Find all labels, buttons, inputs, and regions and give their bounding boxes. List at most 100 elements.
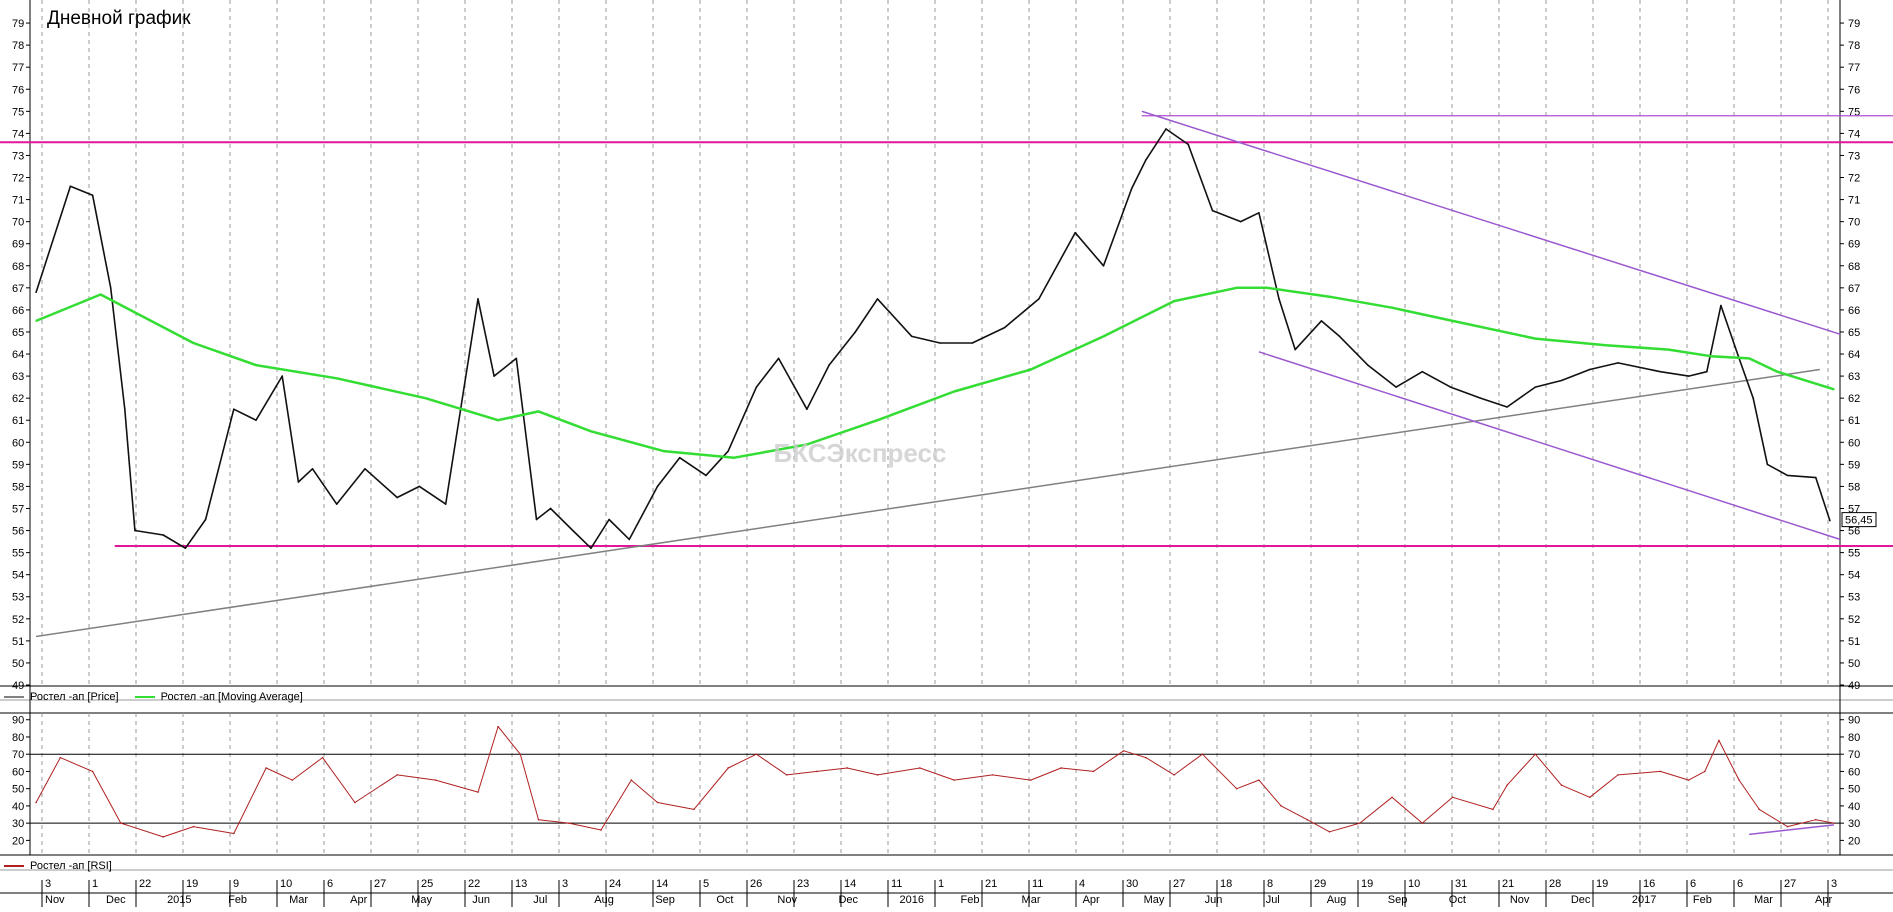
y-tick-label-left: 77 — [12, 62, 24, 74]
x-month-label: Apr — [1083, 894, 1100, 906]
y-tick-label-left: 74 — [12, 128, 24, 140]
trend-line — [35, 368, 1820, 638]
price-point — [1766, 463, 1769, 466]
x-day-label: 27 — [374, 878, 386, 890]
x-day-label: 19 — [186, 878, 198, 890]
x-day-label: 14 — [656, 878, 668, 890]
price-point — [1145, 159, 1147, 161]
y-tick-label-right: 80 — [1848, 732, 1860, 744]
x-month-label: Feb — [228, 894, 247, 906]
moving-average-point — [424, 397, 427, 399]
rsi-point — [727, 767, 729, 769]
price-point — [1395, 386, 1397, 388]
rsi-point — [233, 832, 235, 835]
price-point — [1187, 143, 1190, 146]
y-tick-label-left: 63 — [12, 371, 24, 383]
moving-average-point — [806, 443, 808, 446]
x-month-label: Mar — [1022, 894, 1041, 906]
price-point — [678, 456, 681, 459]
rsi-point — [1833, 822, 1835, 824]
price-point — [571, 529, 574, 532]
y-tick-label-right: 66 — [1848, 305, 1860, 317]
rsi-point — [1306, 818, 1309, 821]
price-point — [1814, 476, 1817, 479]
price-point — [364, 467, 366, 470]
price-point — [939, 342, 941, 344]
y-tick-label-right: 65 — [1848, 327, 1860, 339]
moving-average-point — [1030, 368, 1032, 371]
x-day-label: 29 — [1314, 878, 1326, 890]
price-point — [1258, 212, 1260, 214]
price-point — [1560, 379, 1563, 382]
price-point — [184, 547, 187, 549]
price-point — [1239, 220, 1242, 223]
y-tick-label-left: 30 — [12, 818, 24, 830]
price-point — [335, 503, 338, 505]
x-day-label: 6 — [1690, 878, 1696, 890]
last-price-label: 56,45 — [1845, 515, 1873, 527]
x-day-label: 24 — [609, 878, 621, 890]
x-month-label: Jul — [1266, 894, 1280, 906]
moving-average-point — [99, 293, 102, 296]
price-point — [705, 474, 707, 477]
price-point — [1706, 370, 1708, 373]
x-day-label: 10 — [1408, 878, 1420, 890]
price-point — [1102, 264, 1105, 267]
rsi-point — [816, 770, 818, 773]
x-month-label: Aug — [1327, 894, 1347, 906]
price-point — [1338, 335, 1341, 338]
price-point — [727, 450, 729, 452]
moving-average-point — [1534, 337, 1537, 340]
price-point — [1130, 187, 1133, 190]
y-tick-label-right: 61 — [1848, 415, 1860, 427]
moving-average-point — [1235, 287, 1238, 289]
rsi-point — [35, 801, 37, 804]
price-point — [806, 408, 808, 410]
trend-line — [1141, 110, 1841, 335]
price-point — [396, 496, 399, 499]
y-tick-label-right: 50 — [1848, 658, 1860, 670]
price-point — [109, 287, 112, 289]
y-tick-label-right: 68 — [1848, 261, 1860, 273]
y-tick-label-right: 78 — [1848, 40, 1860, 52]
rsi-point — [1704, 770, 1706, 773]
moving-average-point — [1833, 388, 1835, 391]
y-tick-label-left: 52 — [12, 614, 24, 626]
x-day-label: 21 — [1502, 878, 1514, 890]
y-tick-label-right: 67 — [1848, 283, 1860, 295]
price-point — [281, 375, 284, 377]
rsi-point — [755, 753, 758, 755]
rsi-point — [919, 767, 921, 769]
y-tick-label-right: 76 — [1848, 84, 1860, 96]
y-tick-label-left: 67 — [12, 283, 24, 295]
y-tick-label-left: 50 — [12, 784, 24, 796]
price-point — [1320, 320, 1323, 322]
price-point — [35, 291, 37, 294]
moving-average-point — [1391, 306, 1393, 309]
rsi-point — [1506, 784, 1508, 787]
moving-average-point — [1667, 348, 1670, 351]
y-tick-label-left: 40 — [12, 801, 24, 813]
x-month-label: Oct — [716, 894, 733, 906]
x-day-label: 18 — [1220, 878, 1232, 890]
rsi-point — [1738, 779, 1740, 781]
moving-average-point — [662, 450, 665, 452]
rsi-point — [1687, 779, 1690, 781]
y-tick-label-left: 64 — [12, 349, 24, 361]
x-month-label: Sep — [655, 894, 675, 906]
y-tick-label-left: 78 — [12, 40, 24, 52]
rsi-point — [785, 774, 788, 776]
x-day-label: 27 — [1784, 878, 1796, 890]
price-point — [656, 485, 659, 488]
y-tick-label-right: 54 — [1848, 570, 1860, 582]
y-tick-label-left: 72 — [12, 173, 24, 185]
x-day-label: 30 — [1126, 878, 1138, 890]
y-tick-label-left: 70 — [12, 749, 24, 761]
x-day-label: 22 — [139, 878, 151, 890]
x-month-label: Nov — [1510, 894, 1530, 906]
y-tick-label-left: 49 — [12, 680, 24, 692]
y-tick-label-right: 62 — [1848, 393, 1860, 405]
x-day-label: 9 — [233, 878, 239, 890]
